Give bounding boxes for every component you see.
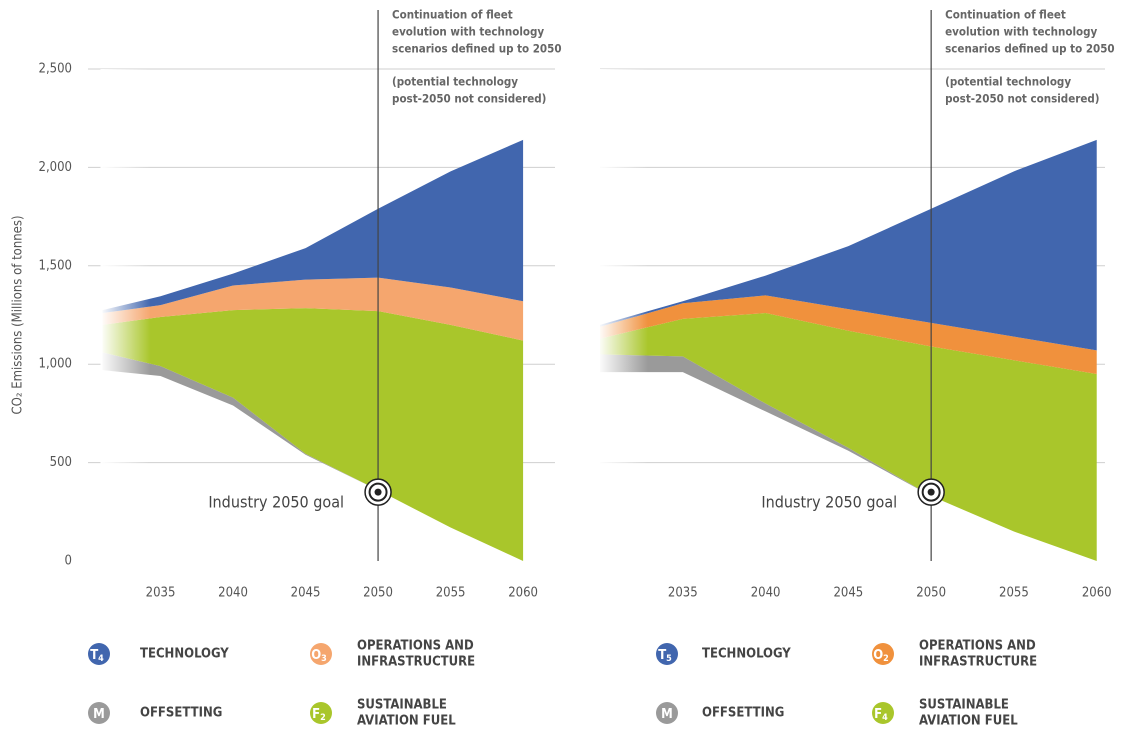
- legend-badge: [872, 702, 894, 724]
- legend-label: OFFSETTING: [702, 706, 784, 721]
- y-tick-label: 2,500: [39, 62, 72, 77]
- badge-letter: F: [874, 707, 882, 722]
- legend-badge: [310, 702, 332, 724]
- x-tick-label: 2045: [833, 586, 863, 601]
- legend-badge-text: M: [93, 707, 105, 722]
- annotation: (potential technology: [945, 75, 1071, 89]
- y-tick-label: 2,000: [39, 160, 72, 175]
- x-tick-label: 2035: [668, 586, 698, 601]
- x-tick-label: 2040: [751, 586, 781, 601]
- legend-label: SUSTAINABLE: [919, 698, 1009, 713]
- area: [102, 139, 524, 314]
- badge-letter: M: [661, 707, 673, 722]
- annotation: evolution with technology: [392, 25, 544, 39]
- x-tick-label: 2060: [1082, 586, 1112, 601]
- legend-label: INFRASTRUCTURE: [919, 655, 1037, 670]
- annotation: Continuation of fleet: [392, 8, 513, 22]
- x-tick-label: 2050: [916, 586, 946, 601]
- annotation: Continuation of fleet: [945, 8, 1066, 22]
- legend-badge-text: F4: [874, 707, 888, 723]
- goal-marker: [917, 478, 945, 506]
- legend-badge: [656, 702, 678, 724]
- area: [102, 277, 524, 341]
- annotation: post-2050 not considered): [392, 92, 546, 106]
- legend-label: OPERATIONS AND: [919, 639, 1036, 654]
- x-tick-label: 2040: [218, 586, 248, 601]
- legend-label: OFFSETTING: [140, 706, 222, 721]
- badge-sub: 2: [320, 713, 326, 723]
- legend-badge-text: O2: [873, 648, 889, 664]
- edge-fade: [100, 69, 151, 561]
- area: [600, 139, 1097, 351]
- area: [600, 295, 1097, 375]
- legend-badge-text: T5: [658, 648, 672, 664]
- legend-badge: [656, 643, 678, 665]
- badge-letter: O: [873, 648, 883, 663]
- legend-badge: [88, 702, 110, 724]
- legend-label: OPERATIONS AND: [357, 639, 474, 654]
- legend-badge-text: T4: [90, 648, 104, 664]
- area: [600, 313, 1097, 561]
- annotation: post-2050 not considered): [945, 92, 1099, 106]
- legend-label: TECHNOLOGY: [140, 647, 229, 662]
- y-tick-label: 500: [50, 455, 72, 470]
- legend-label: AVIATION FUEL: [357, 714, 456, 729]
- x-tick-label: 2055: [436, 586, 466, 601]
- goal-label: Industry 2050 goal: [761, 493, 897, 512]
- badge-sub: 4: [98, 654, 104, 664]
- legend-badge: [872, 643, 894, 665]
- legend-label: SUSTAINABLE: [357, 698, 447, 713]
- x-tick-label: 2050: [363, 586, 393, 601]
- legend-badge-text: O3: [311, 648, 327, 664]
- y-tick-label: 1,500: [39, 258, 72, 273]
- legend-label: AVIATION FUEL: [919, 714, 1018, 729]
- edge-fade: [598, 69, 648, 561]
- badge-letter: T: [658, 648, 666, 663]
- badge-sub: 3: [321, 654, 327, 664]
- annotation: scenarios defined up to 2050: [945, 42, 1114, 56]
- annotation: scenarios defined up to 2050: [392, 42, 562, 56]
- y-tick-label: 1,000: [39, 357, 72, 372]
- y-axis-label: CO₂ Emissions (Millions of tonnes): [11, 215, 26, 414]
- badge-letter: F: [312, 707, 320, 722]
- badge-letter: O: [311, 648, 321, 663]
- badge-sub: 5: [666, 654, 672, 664]
- legend-badge: [310, 643, 332, 665]
- y-tick-label: 0: [65, 554, 72, 569]
- x-tick-label: 2045: [291, 586, 321, 601]
- goal-dot: [927, 488, 935, 496]
- goal-dot: [374, 488, 382, 496]
- x-tick-label: 2060: [508, 586, 538, 601]
- legend-badge-text: F2: [312, 707, 326, 723]
- x-tick-label: 2055: [999, 586, 1029, 601]
- badge-letter: M: [93, 707, 105, 722]
- goal-marker: [364, 478, 392, 506]
- x-tick-label: 2035: [146, 586, 176, 601]
- goal-label: Industry 2050 goal: [208, 493, 344, 512]
- badge-sub: 2: [883, 654, 889, 664]
- legend-badge: [88, 643, 110, 665]
- badge-sub: 4: [882, 713, 888, 723]
- badge-letter: T: [90, 648, 98, 663]
- area: [102, 308, 524, 561]
- legend-label: INFRASTRUCTURE: [357, 655, 475, 670]
- annotation: evolution with technology: [945, 25, 1097, 39]
- legend-label: TECHNOLOGY: [702, 647, 791, 662]
- legend-badge-text: M: [661, 707, 673, 722]
- annotation: (potential technology: [392, 75, 518, 89]
